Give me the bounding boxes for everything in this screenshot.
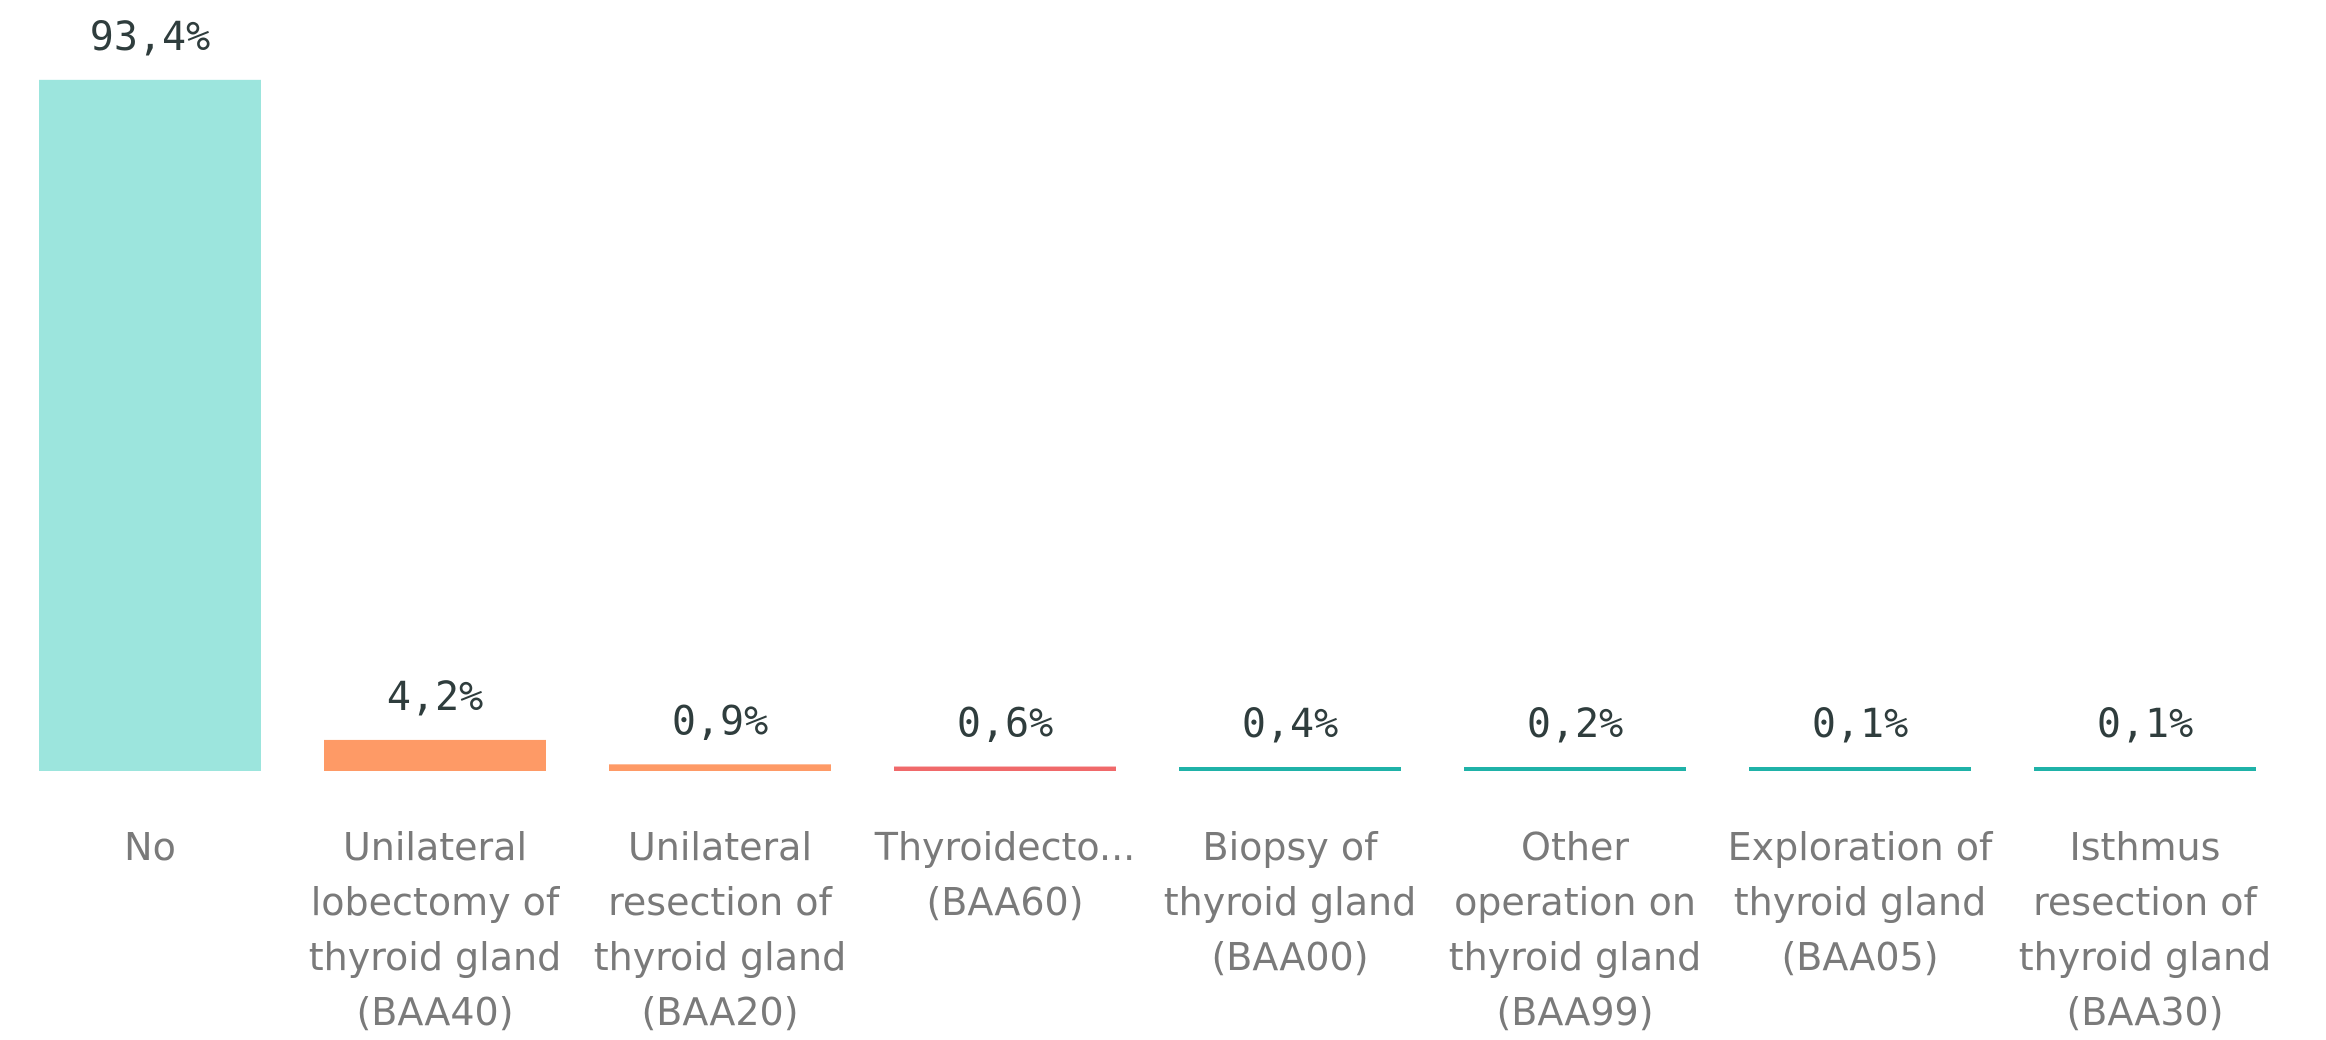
category-label: Thyroidecto... (BAA60) (874, 825, 1136, 924)
value-label: 93,4% (90, 14, 210, 60)
bar (609, 764, 831, 771)
category-label: No (124, 825, 176, 869)
bar (1749, 767, 1971, 771)
category-label: Exploration of thyroid gland (BAA05) (1727, 825, 1993, 979)
bar (1464, 767, 1686, 771)
value-label: 0,9% (672, 698, 768, 744)
value-label: 0,6% (957, 701, 1053, 747)
category-label: Biopsy of thyroid gland (BAA00) (1163, 825, 1417, 979)
bar (39, 79, 261, 772)
bar (324, 739, 546, 771)
category-label: Unilateral lobectomy of thyroid gland (B… (308, 825, 562, 1034)
bar (894, 766, 1116, 771)
category-label: Unilateral resection of thyroid gland (B… (593, 825, 847, 1034)
category-label: Other operation on thyroid gland (BAA99) (1448, 825, 1702, 1034)
value-label: 0,2% (1527, 701, 1623, 747)
value-label: 0,1% (2097, 701, 2193, 747)
value-label: 0,1% (1812, 701, 1908, 747)
bar (1179, 767, 1401, 771)
bar (2034, 767, 2256, 771)
value-label: 4,2% (387, 674, 483, 720)
category-label: Isthmus resection of thyroid gland (BAA3… (2018, 825, 2272, 1034)
value-label: 0,4% (1242, 701, 1338, 747)
